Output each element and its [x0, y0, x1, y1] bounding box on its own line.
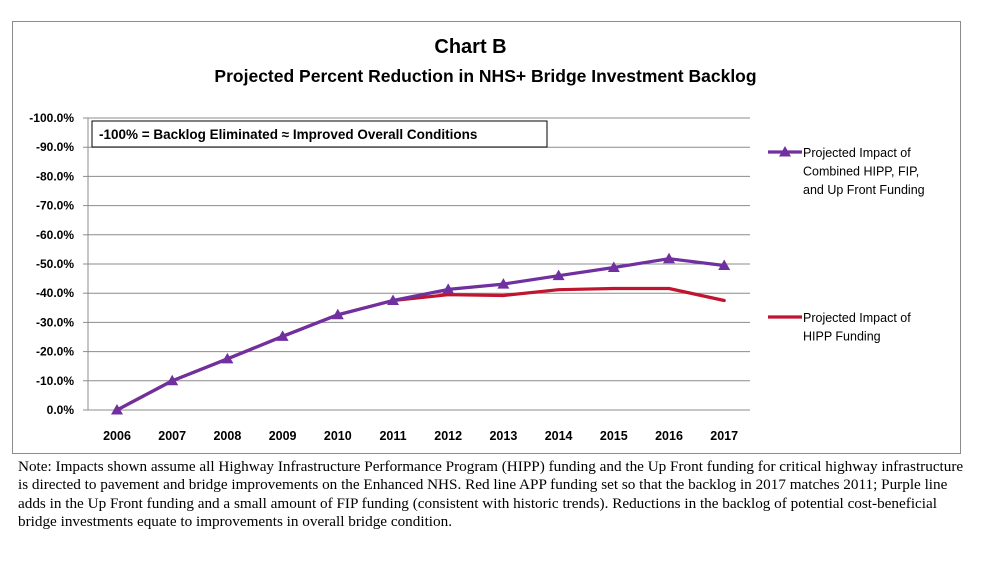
legend-label: Projected Impact of [803, 146, 911, 160]
x-tick-label: 2017 [710, 429, 738, 443]
data-point-marker [166, 374, 179, 386]
y-tick-label: -20.0% [36, 345, 74, 359]
y-tick-label: -30.0% [36, 315, 74, 329]
series-line [115, 257, 726, 412]
x-tick-label: 2016 [655, 429, 683, 443]
x-tick-label: 2008 [213, 429, 241, 443]
y-tick-label: -90.0% [36, 140, 74, 154]
x-tick-label: 2013 [489, 429, 517, 443]
y-tick-label: -100.0% [29, 111, 74, 125]
data-point-marker [552, 269, 565, 281]
legend-marker [779, 146, 791, 157]
y-tick-label: -60.0% [36, 228, 74, 242]
legend-label: Combined HIPP, FIP, [803, 165, 919, 179]
data-point-marker [497, 278, 510, 289]
x-tick-label: 2010 [324, 429, 352, 443]
x-tick-label: 2007 [158, 429, 186, 443]
x-tick-label: 2011 [379, 429, 406, 443]
annotation-text: -100% = Backlog Eliminated ≈ Improved Ov… [99, 127, 477, 142]
x-tick-label: 2015 [600, 429, 628, 443]
data-point-marker [276, 330, 289, 341]
chart-note: Note: Impacts shown assume all Highway I… [18, 458, 964, 531]
annotation-box [91, 120, 548, 148]
y-tick-label: -40.0% [36, 286, 74, 300]
data-point-marker [331, 308, 344, 320]
chart-subtitle: Projected Percent Reduction in NHS+ Brid… [214, 66, 757, 86]
y-tick-label: -50.0% [36, 257, 74, 271]
y-tick-label: -80.0% [36, 169, 74, 183]
data-point-marker [718, 259, 731, 270]
data-point-marker [663, 252, 675, 264]
data-point-marker [111, 404, 123, 415]
y-tick-label: -70.0% [36, 199, 74, 213]
x-tick-label: 2014 [545, 429, 573, 443]
legend-label: HIPP Funding [803, 330, 881, 344]
data-point-marker [221, 352, 234, 364]
data-point-marker [387, 294, 399, 305]
x-tick-label: 2009 [269, 429, 297, 443]
legend-label: and Up Front Funding [803, 183, 925, 197]
legend-label: Projected Impact of [803, 311, 911, 325]
y-tick-label: 0.0% [47, 403, 75, 417]
x-tick-label: 2012 [434, 429, 462, 443]
data-point-marker [607, 261, 620, 273]
data-point-marker [442, 283, 455, 294]
series-line [115, 286, 726, 412]
chart-title: Chart B [434, 36, 507, 58]
x-tick-label: 2006 [103, 429, 131, 443]
y-tick-label: -10.0% [36, 374, 74, 388]
